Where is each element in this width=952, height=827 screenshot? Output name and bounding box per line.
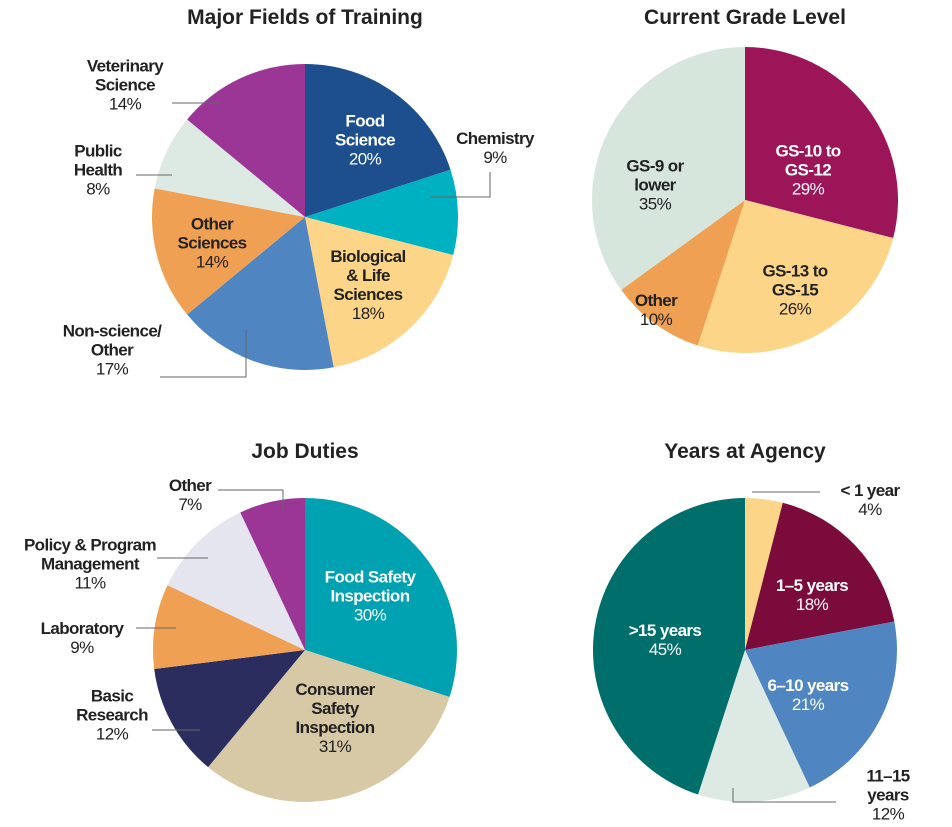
slice-name: Public Health [73,141,123,180]
pie-slice [154,119,305,217]
slice-value: 12% [95,724,129,744]
slice-name: GS-9 or lower [626,156,684,195]
slice-name: Food Science [334,111,396,150]
slice-label: Biological & Life Sciences 18% [330,247,406,323]
pie-slice [745,502,895,650]
slice-name: Other [634,291,678,310]
slice-name: >15 years [628,621,702,640]
leader-line [160,330,247,378]
pie-slice [698,650,810,803]
leader-line [430,172,491,198]
slice-value: 31% [318,737,352,756]
slice-name: GS-13 to GS-15 [762,261,828,300]
pie-slice [305,169,458,256]
slice-value: 30% [353,605,387,625]
slice-name: Food Safety Inspection [324,567,416,606]
slice-value: 18% [351,304,385,323]
slice-name: Other [168,476,212,495]
slice-label: Policy & Program Management 11% [23,535,157,593]
chart-title: Major Fields of Training [187,6,423,29]
chart-title: Current Grade Level [644,6,846,29]
slice-label: 11–15 years 12% [856,767,920,824]
slice-label: Basic Research 12% [76,687,148,744]
slice-label: Consumer Safety Inspection 31% [295,680,375,756]
pie-slice [305,498,457,697]
slice-label: GS-10 to GS-12 29% [775,141,841,199]
pie-slice [745,47,898,239]
slice-label: 1–5 years 18% [775,576,849,614]
pie-slice [592,47,745,290]
leader-line [732,788,836,803]
slice-value: 29% [791,179,825,199]
pie-slice [187,217,334,370]
slice-name: 6–10 years [767,676,850,695]
pie-slice [154,650,305,768]
slice-name: Laboratory [40,619,124,638]
slice-value: 26% [778,299,812,319]
slice-value: 20% [348,149,382,169]
slice-value: 45% [648,640,682,659]
slice-label: Non-science/ Other 17% [63,322,162,379]
slice-value: 9% [70,638,94,657]
slice-label: GS-9 or lower 35% [626,156,684,214]
slice-name: Other Sciences [177,214,248,253]
slice-name: 11–15 years [866,766,910,805]
pie-slice [305,217,454,368]
pie-slice [745,621,897,788]
slice-value: 35% [638,194,672,214]
slice-label: Other Sciences 14% [177,214,248,272]
slice-value: 4% [858,500,882,519]
slice-name: Non-science/ Other [62,321,162,360]
pie-slice [167,512,305,650]
pie-slice [745,498,783,650]
pie-slice [697,200,894,354]
slice-label: GS-13 to GS-15 26% [762,261,828,319]
slice-label: Chemistry 9% [456,129,534,167]
slice-name: Biological & Life Sciences [330,247,406,304]
slice-name: Consumer Safety Inspection [295,680,375,737]
pie-slice [240,498,305,650]
slice-value: 14% [108,94,142,114]
chart-title: Job Duties [251,440,359,463]
slice-name: Veterinary Science [86,56,164,95]
slice-label: Laboratory 9% [41,619,124,657]
slice-name: Chemistry [456,129,534,148]
slice-label: Veterinary Science 14% [86,56,164,114]
pie-slice [152,188,305,315]
slice-value: 7% [178,495,202,514]
slice-value: 8% [86,179,110,199]
slice-value: 18% [795,595,829,614]
slice-label: Other 10% [634,291,678,329]
slice-name: GS-10 to GS-12 [775,141,841,180]
slice-name: < 1 year [840,481,900,500]
slice-name: 1–5 years [775,576,849,595]
slice-label: 6–10 years 21% [767,676,850,714]
slice-value: 21% [791,695,825,714]
slice-value: 10% [639,310,673,329]
slice-label: Food Science 20% [334,111,396,169]
pie-slice [592,498,745,795]
pie-slice [305,64,451,217]
slice-value: 17% [95,359,129,379]
leader-line [218,489,284,512]
slice-value: 9% [483,148,507,167]
slice-value: 14% [195,252,229,272]
slice-label: Other 7% [168,476,212,514]
slice-value: 12% [871,804,905,824]
slice-value: 11% [74,573,107,593]
slice-name: Basic Research [76,686,148,725]
slice-label: < 1 year 4% [840,481,900,519]
slice-label: Public Health 8% [73,141,123,199]
pie-slice [187,63,305,217]
slice-label: Food Safety Inspection 30% [325,568,416,625]
chart-title: Years at Agency [664,440,826,463]
pie-slice [621,200,745,346]
pie-slice [208,650,450,802]
slice-label: >15 years 45% [629,621,702,659]
slice-name: Policy & Program Management [23,535,157,574]
pie-slice [153,585,305,670]
